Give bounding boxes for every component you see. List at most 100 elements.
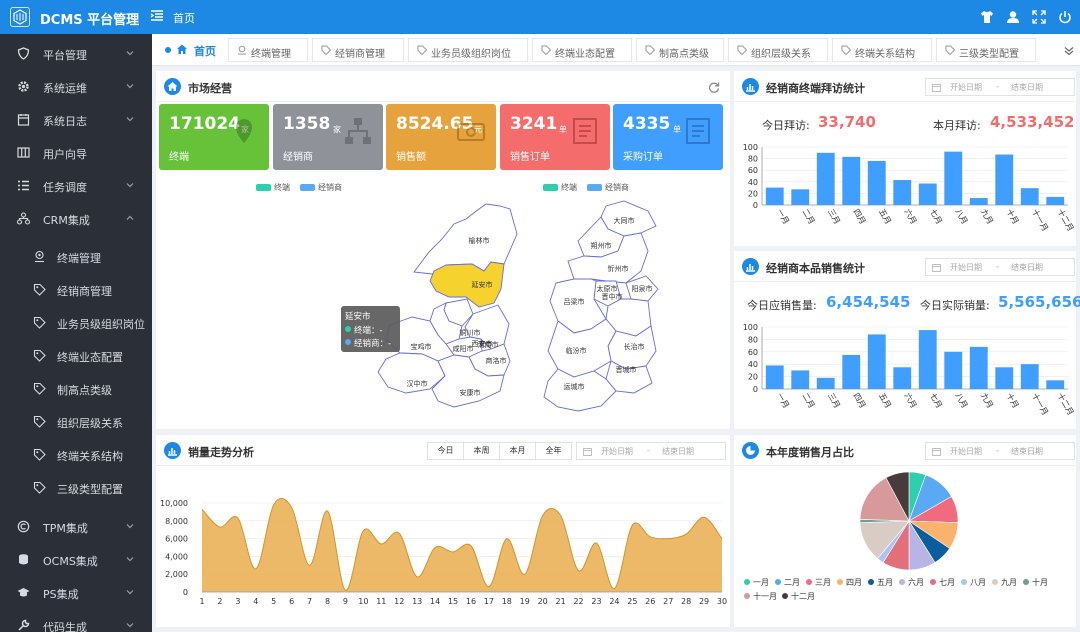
city-label: 铜川市	[460, 328, 481, 337]
start-date-input[interactable]: 开始日期	[950, 263, 982, 272]
app-title: DCMS 平台管理	[40, 13, 140, 28]
region-yuncheng[interactable]	[543, 368, 617, 412]
power-icon[interactable]	[1058, 10, 1072, 24]
gear-icon	[18, 81, 29, 92]
tab-org-level[interactable]: 组织层级关系	[728, 38, 828, 62]
x-tick-label: 六月	[903, 391, 920, 410]
sidebar-item-ps[interactable]: PS集成	[0, 576, 152, 609]
stat-card-terminal[interactable]: 171024 家 终端	[159, 104, 269, 170]
end-date-input[interactable]: 结束日期	[1011, 447, 1043, 456]
bar	[1046, 380, 1065, 389]
period-today-button[interactable]: 今日	[427, 442, 464, 460]
stat-card-sales-orders[interactable]: 3241 单 销售订单	[500, 104, 610, 170]
refresh-icon[interactable]	[708, 81, 720, 93]
sidebar-item-codegen[interactable]: 代码生成	[0, 609, 152, 632]
x-tick-label: 29	[699, 597, 709, 606]
sidebar-subitem-org-level[interactable]: 组织层级关系	[0, 405, 152, 438]
region-ankang[interactable]	[431, 354, 505, 408]
city-label: 商洛市	[486, 356, 507, 365]
calendar-icon	[17, 114, 30, 126]
bar	[791, 370, 810, 389]
sidebar-subitem-high-point[interactable]: 制高点类级	[0, 372, 152, 405]
sidebar-item-tpm[interactable]: TPM集成	[0, 510, 152, 543]
region-yanan[interactable]	[429, 261, 505, 308]
x-tick-label: 18	[502, 597, 512, 606]
stat-card-dealer[interactable]: 1358 家 经销商	[273, 104, 383, 170]
shanxi-map[interactable]: 大同市 朔州市 忻州市 太原市 阳泉市 晋中市 吕梁市 长治市 临汾市 晋城市 …	[506, 171, 666, 421]
market-panel-title: 市场经营	[188, 82, 232, 95]
period-year-button[interactable]: 全年	[535, 442, 572, 460]
tab-salesman-org[interactable]: 业务员级组织岗位	[408, 38, 528, 62]
y-tick-label: 6,000	[165, 535, 188, 544]
sidebar-subitem-terminal-relation[interactable]: 终端关系结构	[0, 438, 152, 471]
x-tick-label: 11	[376, 597, 386, 606]
sidebar-subitem-terminal-format[interactable]: 终端业态配置	[0, 339, 152, 372]
sidebar-subitem-three-level-type[interactable]: 三级类型配置	[0, 471, 152, 504]
yearly-pie-chart[interactable]	[834, 469, 984, 573]
product-sales-bar-chart[interactable]: 0 20 40 60 80 100 一月 二月 三月 四月 五月 六月 七月 八月 九月 十月 十一月 十二月	[734, 321, 1076, 425]
legend-label: 十月	[1032, 577, 1048, 587]
date-range-picker[interactable]: 开始日期 - 结束日期	[925, 78, 1075, 96]
sidebar-item-ocms[interactable]: OCMS集成	[0, 543, 152, 576]
date-range-picker[interactable]: 开始日期 - 结束日期	[576, 442, 726, 460]
start-date-input[interactable]: 开始日期	[950, 83, 982, 92]
bar	[918, 330, 937, 389]
period-month-button[interactable]: 本月	[499, 442, 536, 460]
stat-unit: 家	[333, 125, 341, 134]
tag-icon	[33, 283, 46, 296]
tab-high-point[interactable]: 制高点类级	[636, 38, 724, 62]
legend-marker	[961, 579, 967, 585]
y-tick-label: 40	[748, 360, 758, 369]
region-hanzhong[interactable]	[377, 352, 446, 394]
start-date-input[interactable]: 开始日期	[950, 447, 982, 456]
tag-icon	[645, 45, 655, 55]
sidebar-item-ops[interactable]: 系统运维	[0, 70, 152, 103]
bar	[893, 367, 912, 389]
sidebar-item-logs[interactable]: 系统日志	[0, 103, 152, 136]
user-icon[interactable]	[1006, 10, 1020, 24]
bar	[944, 351, 963, 389]
city-label: 长治市	[624, 342, 645, 351]
end-date-input[interactable]: 结束日期	[1011, 83, 1043, 92]
end-date-input[interactable]: 结束日期	[662, 447, 694, 456]
tab-terminal[interactable]: 终端管理	[228, 38, 308, 62]
date-range-picker[interactable]: 开始日期 - 结束日期	[925, 258, 1075, 276]
date-range-picker[interactable]: 开始日期 - 结束日期	[925, 442, 1075, 460]
stat-card-sales[interactable]: 8524.65 元 销售额	[386, 104, 496, 170]
region-linfen[interactable]	[547, 318, 617, 378]
sidebar-item-platform[interactable]: 平台管理	[0, 37, 152, 70]
region-yangquan[interactable]	[625, 275, 659, 302]
end-date-input[interactable]: 结束日期	[1011, 263, 1043, 272]
start-date-input[interactable]: 开始日期	[601, 447, 633, 456]
sidebar-item-scheduler[interactable]: 任务调度	[0, 169, 152, 202]
tab-terminal-format[interactable]: 终端业态配置	[532, 38, 632, 62]
stat-card-purchase-orders[interactable]: 4335 单 采购订单	[613, 104, 723, 170]
sidebar-subitem-dealer[interactable]: 经销商管理	[0, 273, 152, 306]
x-tick-label: 13	[412, 597, 422, 606]
period-week-button[interactable]: 本周	[463, 442, 500, 460]
shaanxi-map[interactable]: 榆林市 延安市 铜川市 宝鸡市 咸阳市 西安市 渭南市 汉中市 商洛市 安康市	[334, 179, 534, 419]
menu-toggle-icon[interactable]	[150, 9, 164, 23]
tab-three-level-type[interactable]: 三级类型配置	[936, 38, 1036, 62]
yearly-panel-title: 本年度销售月占比	[766, 446, 854, 459]
sidebar-item-guide[interactable]: 用户向导	[0, 136, 152, 169]
bar	[765, 365, 784, 389]
tab-home[interactable]: 首页	[156, 38, 224, 62]
shirt-icon[interactable]	[980, 10, 994, 24]
legend-label: 十一月	[753, 591, 777, 601]
sidebar-item-crm[interactable]: CRM集成	[0, 202, 152, 235]
x-tick-label: 26	[645, 597, 655, 606]
sidebar-subitem-salesman-org[interactable]: 业务员级组织岗位	[0, 306, 152, 339]
sidebar-subitem-terminal[interactable]: 终端管理	[0, 240, 152, 273]
tab-dealer[interactable]: 经销商管理	[312, 38, 404, 62]
breadcrumb[interactable]: 首页	[173, 12, 195, 25]
y-tick-label: 60	[748, 166, 758, 175]
visits-bar-chart[interactable]: 0 20 40 60 80 100 一月 二月 三月 四月 五月 六月 七月 八月 九月 十月 十一月 十二月	[734, 141, 1076, 241]
fullscreen-icon[interactable]	[1032, 10, 1046, 24]
x-tick-label: 五月	[877, 392, 893, 410]
x-tick-label: 6	[289, 597, 294, 606]
sidebar-subitem-label: 经销商管理	[57, 285, 112, 298]
tab-scroll-button[interactable]	[1058, 40, 1080, 62]
tab-terminal-relation[interactable]: 终端关系结构	[832, 38, 932, 62]
